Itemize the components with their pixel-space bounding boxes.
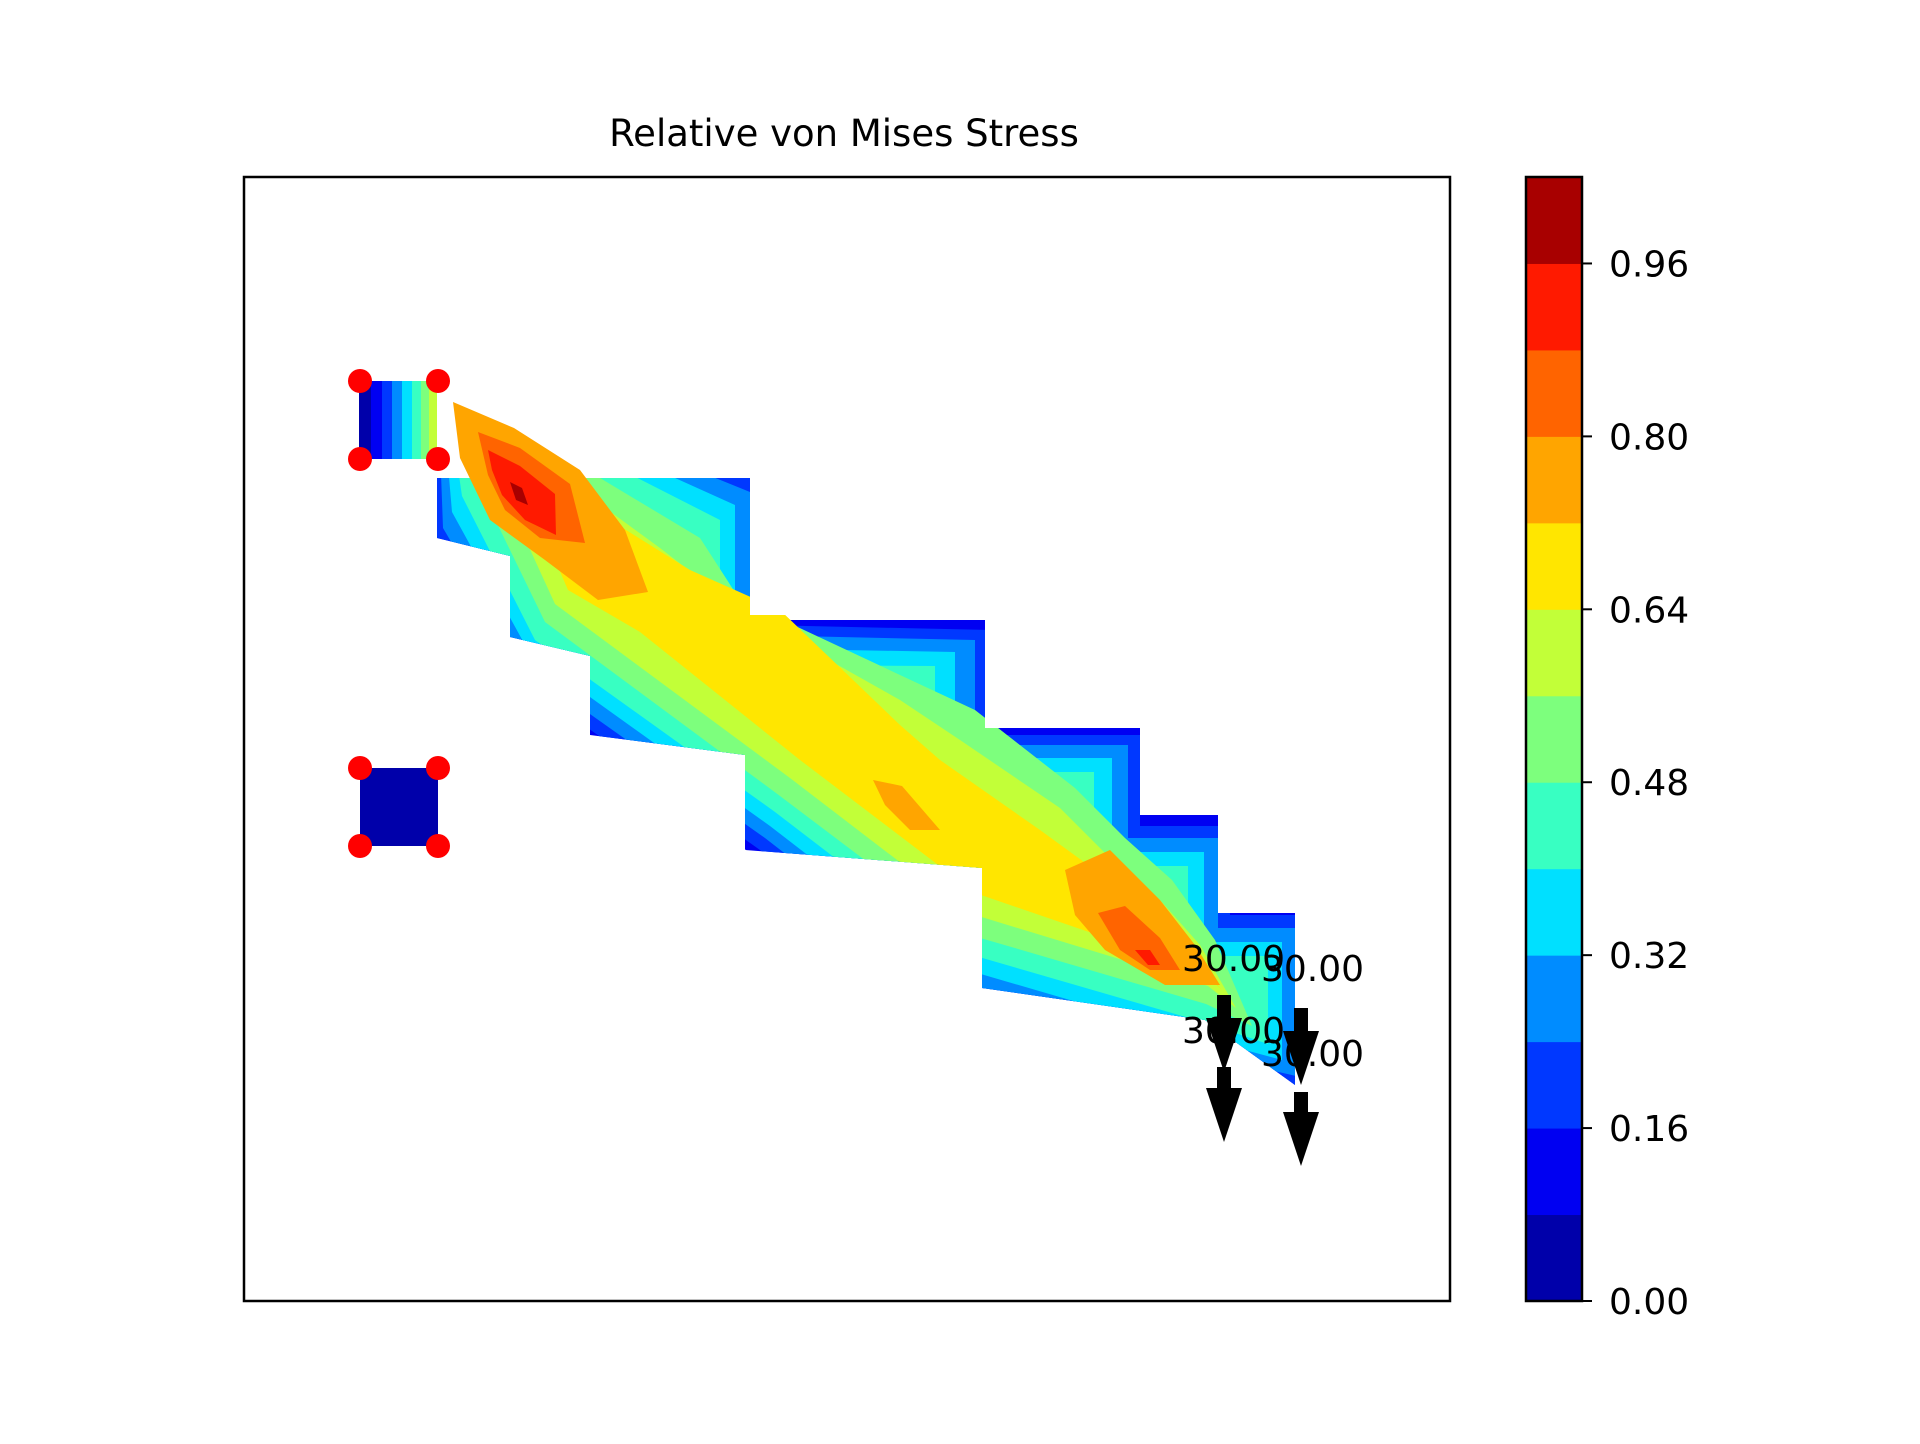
beam-stress-field: [437, 378, 1295, 1085]
plot-area: 30.00 30.00 30.00 30.00: [242, 175, 1452, 1303]
hotspot-right-darkorange: [1098, 906, 1180, 970]
support-marker: [426, 756, 450, 780]
colorbar-tick-label: 0.48: [1609, 763, 1689, 804]
colorbar-band: [1526, 1128, 1582, 1216]
colorbar-band: [1526, 782, 1582, 870]
load-label: 30.00: [1182, 1011, 1285, 1052]
colorbar-band: [1526, 263, 1582, 351]
beam-band-7: [470, 408, 1222, 990]
hotspot-right-red: [1135, 950, 1160, 965]
top-block-stripe-4: [402, 381, 412, 459]
hotspot-middle-orange: [873, 780, 940, 830]
colorbar-tick-label: 0.96: [1609, 244, 1689, 285]
colorbar-band: [1526, 868, 1582, 956]
support-marker: [348, 447, 372, 471]
top-block-stripe-6: [421, 381, 429, 459]
support-marker: [348, 834, 372, 858]
load-arrow: [1206, 1067, 1242, 1142]
colorbar-tick-label: 0.32: [1609, 936, 1689, 977]
top-support-block: [359, 381, 437, 459]
top-block-stripe-2: [382, 381, 392, 459]
top-block-stripe-1: [371, 381, 382, 459]
colorbar-band: [1526, 1214, 1582, 1302]
load-label: 30.00: [1182, 939, 1285, 980]
hotspot-left-peak: [510, 482, 528, 505]
load-arrows: [1206, 995, 1319, 1166]
top-block-stripe-3: [392, 381, 402, 459]
load-arrow: [1206, 995, 1242, 1072]
support-marker: [348, 369, 372, 393]
colorbar: 0.00 0.16 0.32 0.48 0.64 0.80 0.96: [1524, 175, 1689, 1323]
colorbar-frame: [1524, 175, 1584, 1303]
colorbar-band: [1526, 609, 1582, 697]
top-block-stripe-0: [359, 381, 371, 459]
colorbar-tick-label: 0.80: [1609, 417, 1689, 458]
colorbar-tick-label: 0.00: [1609, 1282, 1689, 1323]
colorbar-tick-label: 0.64: [1609, 590, 1689, 631]
colorbar-band: [1526, 695, 1582, 783]
lower-block: [360, 768, 438, 846]
top-block-stripe-5: [412, 381, 421, 459]
stress-hotspots: [453, 402, 1220, 985]
top-block-stripe-7: [429, 381, 437, 459]
support-marker: [426, 447, 450, 471]
load-label: 30.00: [1261, 949, 1364, 990]
load-arrow: [1283, 1008, 1319, 1085]
support-markers: [348, 369, 450, 858]
colorbar-band: [1526, 177, 1582, 264]
axes-frame: [242, 175, 1452, 1303]
colorbar-band: [1526, 349, 1582, 437]
hotspot-right-orange: [1065, 850, 1220, 985]
colorbar-band: [1526, 955, 1582, 1043]
colorbar-band: [1526, 1041, 1582, 1129]
load-label: 30.00: [1261, 1034, 1364, 1075]
colorbar-band: [1526, 522, 1582, 610]
chart-title: Relative von Mises Stress: [609, 112, 1079, 155]
load-arrow: [1283, 1092, 1319, 1166]
colorbar-tick-label: 0.16: [1609, 1109, 1689, 1150]
support-marker: [348, 756, 372, 780]
support-marker: [426, 369, 450, 393]
colorbar-band: [1526, 436, 1582, 524]
support-marker: [426, 834, 450, 858]
